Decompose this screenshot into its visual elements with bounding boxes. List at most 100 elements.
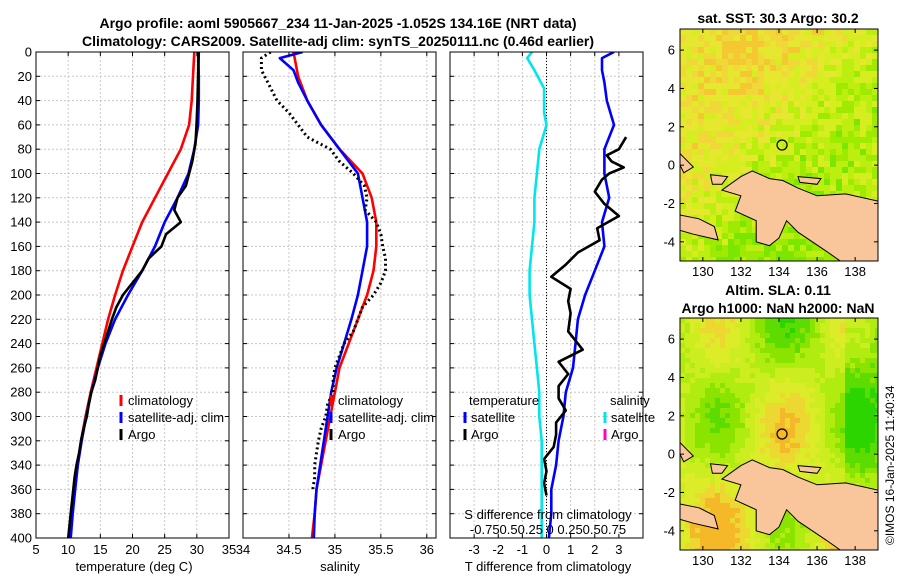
map-cell bbox=[710, 71, 717, 78]
map-cell bbox=[728, 65, 735, 72]
map-cell bbox=[680, 333, 686, 339]
map-cell bbox=[760, 428, 766, 434]
map-cell bbox=[776, 35, 783, 42]
map-cell bbox=[810, 423, 816, 429]
map-cell bbox=[815, 328, 821, 334]
map-cell bbox=[704, 59, 711, 66]
map-cell bbox=[836, 47, 843, 54]
map-cell bbox=[730, 503, 736, 509]
legend-label-argo: Argo bbox=[338, 427, 365, 442]
map-cell bbox=[705, 483, 711, 489]
map-cell bbox=[680, 428, 686, 434]
map-cell bbox=[730, 348, 736, 354]
land-seram bbox=[680, 214, 719, 241]
map-y-tick-label: 0 bbox=[668, 158, 675, 173]
map-cell bbox=[722, 143, 729, 150]
map-cell bbox=[725, 453, 731, 459]
map-cell bbox=[860, 433, 866, 439]
map-cell bbox=[820, 428, 826, 434]
map-cell bbox=[720, 388, 726, 394]
map-cell bbox=[740, 368, 746, 374]
map-cell bbox=[794, 179, 801, 186]
map-cell bbox=[835, 338, 841, 344]
map-cell bbox=[685, 548, 691, 550]
map-cell bbox=[698, 149, 705, 156]
map-cell bbox=[734, 119, 741, 126]
map-cell bbox=[700, 323, 706, 329]
map-cell bbox=[704, 149, 711, 156]
map-cell bbox=[735, 458, 741, 464]
map-cell bbox=[734, 233, 741, 240]
map-cell bbox=[760, 398, 766, 404]
temperature-xlabel: temperature (deg C) bbox=[75, 559, 192, 574]
map-cell bbox=[842, 185, 849, 192]
map-cell bbox=[695, 368, 701, 374]
map-cell bbox=[730, 468, 736, 474]
map-cell bbox=[760, 423, 766, 429]
map-cell bbox=[845, 368, 851, 374]
map-cell bbox=[870, 433, 876, 439]
map-cell bbox=[680, 543, 686, 549]
map-cell bbox=[830, 478, 836, 484]
map-cell bbox=[755, 403, 761, 409]
map-cell bbox=[854, 59, 861, 66]
map-cell bbox=[875, 483, 878, 489]
map-cell bbox=[870, 328, 876, 334]
map-cell bbox=[860, 438, 866, 444]
map-cell bbox=[782, 239, 789, 246]
map-cell bbox=[715, 448, 721, 454]
map-cell bbox=[818, 251, 825, 258]
map-cell bbox=[700, 543, 706, 549]
map-cell bbox=[788, 59, 795, 66]
map-cell bbox=[770, 107, 777, 114]
map-cell bbox=[875, 378, 878, 384]
map-cell bbox=[788, 131, 795, 138]
map-cell bbox=[755, 328, 761, 334]
map-cell bbox=[764, 65, 771, 72]
map-cell bbox=[765, 393, 771, 399]
map-cell bbox=[850, 478, 856, 484]
map-cell bbox=[758, 77, 765, 84]
map-cell bbox=[820, 408, 826, 414]
map-cell bbox=[725, 328, 731, 334]
map-cell bbox=[770, 458, 776, 464]
map-x-tick-label: 136 bbox=[806, 553, 828, 568]
map-cell bbox=[690, 533, 696, 539]
map-cell bbox=[728, 125, 735, 132]
map-cell bbox=[740, 408, 746, 414]
map-cell bbox=[825, 383, 831, 389]
map-cell bbox=[805, 383, 811, 389]
map-cell bbox=[735, 403, 741, 409]
map-cell bbox=[734, 155, 741, 162]
map-cell bbox=[820, 423, 826, 429]
map-cell bbox=[722, 245, 729, 252]
map-cell bbox=[830, 368, 836, 374]
map-cell bbox=[710, 403, 716, 409]
map-cell bbox=[865, 418, 871, 424]
map-cell bbox=[728, 209, 735, 216]
map-cell bbox=[698, 137, 705, 144]
map-cell bbox=[728, 173, 735, 180]
map-cell bbox=[770, 53, 777, 60]
map-cell bbox=[770, 538, 776, 544]
map-cell bbox=[700, 528, 706, 534]
map-cell bbox=[680, 373, 686, 379]
map-cell bbox=[795, 358, 801, 364]
map-cell bbox=[776, 107, 783, 114]
map-cell bbox=[805, 318, 811, 324]
map-cell bbox=[850, 328, 856, 334]
map-cell bbox=[705, 368, 711, 374]
map-cell bbox=[685, 433, 691, 439]
map-cell bbox=[780, 328, 786, 334]
map-cell bbox=[860, 173, 867, 180]
map-cell bbox=[870, 403, 876, 409]
map-cell bbox=[790, 373, 796, 379]
map-cell bbox=[686, 143, 693, 150]
map-cell bbox=[860, 83, 867, 90]
map-cell bbox=[704, 245, 711, 252]
map-cell bbox=[758, 35, 765, 42]
map-cell bbox=[680, 498, 686, 504]
map-cell bbox=[790, 423, 796, 429]
map-cell bbox=[725, 493, 731, 499]
map-cell bbox=[720, 453, 726, 459]
